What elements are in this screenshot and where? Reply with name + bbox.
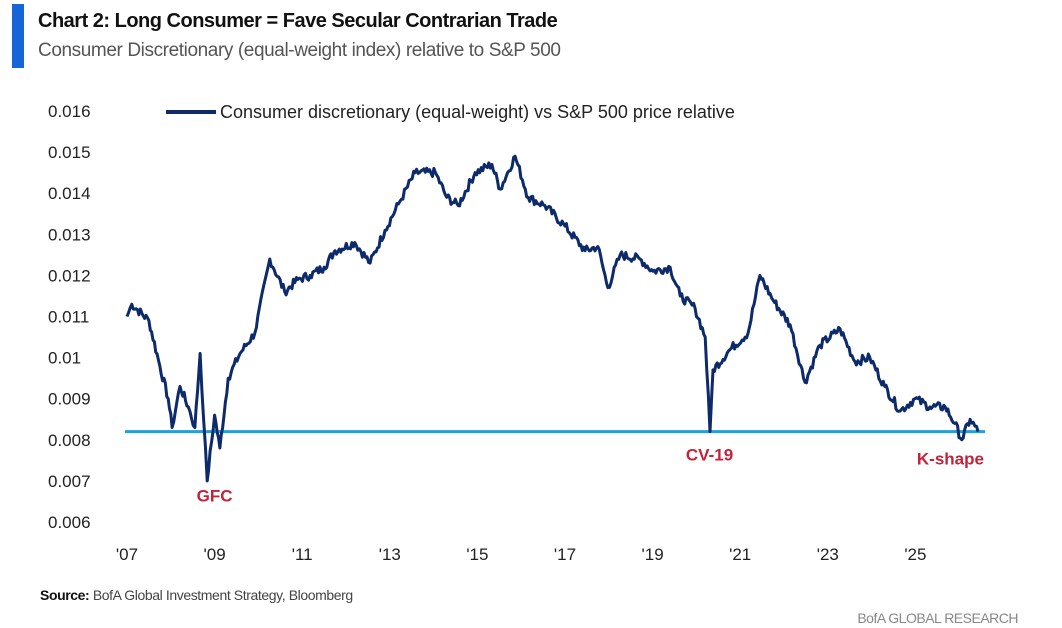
x-tick-label: '17 xyxy=(554,545,576,564)
x-tick-label: '23 xyxy=(817,545,839,564)
source-text: BofA Global Investment Strategy, Bloombe… xyxy=(89,587,353,603)
y-tick-label: 0.008 xyxy=(48,431,91,450)
annotation-label: K-shape xyxy=(917,449,984,468)
y-tick-label: 0.009 xyxy=(48,390,91,409)
x-tick-label: '09 xyxy=(204,545,226,564)
y-tick-label: 0.014 xyxy=(48,184,91,203)
y-tick-label: 0.01 xyxy=(48,349,81,368)
y-tick-label: 0.011 xyxy=(48,308,89,327)
x-tick-label: '21 xyxy=(729,545,751,564)
y-tick-label: 0.013 xyxy=(48,225,91,244)
y-tick-label: 0.016 xyxy=(48,102,91,121)
chart-subtitle: Consumer Discretionary (equal-weight ind… xyxy=(38,40,561,61)
accent-bar xyxy=(12,4,24,68)
x-tick-label: '11 xyxy=(292,545,313,564)
source-label: Source: xyxy=(40,587,90,603)
y-tick-label: 0.007 xyxy=(48,472,91,491)
annotation-label: CV-19 xyxy=(686,445,733,464)
x-tick-label: '19 xyxy=(642,545,664,564)
x-tick-label: '15 xyxy=(466,545,488,564)
source-note: Source: BofA Global Investment Strategy,… xyxy=(40,587,353,603)
legend-label: Consumer discretionary (equal-weight) vs… xyxy=(220,102,735,122)
annotation-label: GFC xyxy=(197,486,233,505)
chart-title: Chart 2: Long Consumer = Fave Secular Co… xyxy=(38,10,558,32)
x-tick-label: '13 xyxy=(379,545,401,564)
x-tick-label: '07 xyxy=(116,545,138,564)
brand-label: BofA GLOBAL RESEARCH xyxy=(857,610,1018,626)
y-tick-label: 0.006 xyxy=(48,513,91,532)
y-tick-label: 0.012 xyxy=(48,266,91,285)
series-line xyxy=(125,154,980,483)
y-tick-label: 0.015 xyxy=(48,143,91,162)
x-tick-label: '25 xyxy=(904,545,926,564)
